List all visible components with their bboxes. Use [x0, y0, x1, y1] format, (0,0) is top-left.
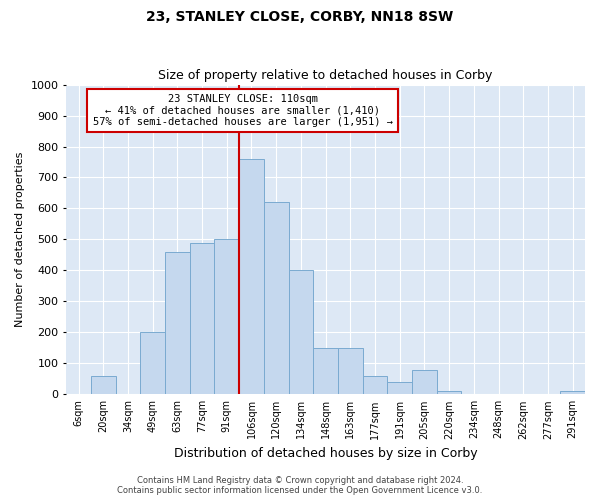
Title: Size of property relative to detached houses in Corby: Size of property relative to detached ho… — [158, 69, 493, 82]
Bar — [264, 202, 289, 394]
Bar — [437, 391, 461, 394]
Bar — [560, 391, 585, 394]
Bar — [313, 348, 338, 395]
Bar — [362, 376, 388, 394]
Bar — [388, 382, 412, 394]
Bar — [190, 242, 214, 394]
Bar — [165, 252, 190, 394]
Y-axis label: Number of detached properties: Number of detached properties — [15, 152, 25, 327]
Text: 23, STANLEY CLOSE, CORBY, NN18 8SW: 23, STANLEY CLOSE, CORBY, NN18 8SW — [146, 10, 454, 24]
Text: Contains HM Land Registry data © Crown copyright and database right 2024.
Contai: Contains HM Land Registry data © Crown c… — [118, 476, 482, 495]
Bar — [214, 240, 239, 394]
X-axis label: Distribution of detached houses by size in Corby: Distribution of detached houses by size … — [174, 447, 478, 460]
Bar — [412, 370, 437, 394]
Bar — [140, 332, 165, 394]
Bar — [239, 159, 264, 394]
Text: 23 STANLEY CLOSE: 110sqm
← 41% of detached houses are smaller (1,410)
57% of sem: 23 STANLEY CLOSE: 110sqm ← 41% of detach… — [92, 94, 392, 127]
Bar — [91, 376, 116, 394]
Bar — [338, 348, 362, 395]
Bar — [289, 270, 313, 394]
